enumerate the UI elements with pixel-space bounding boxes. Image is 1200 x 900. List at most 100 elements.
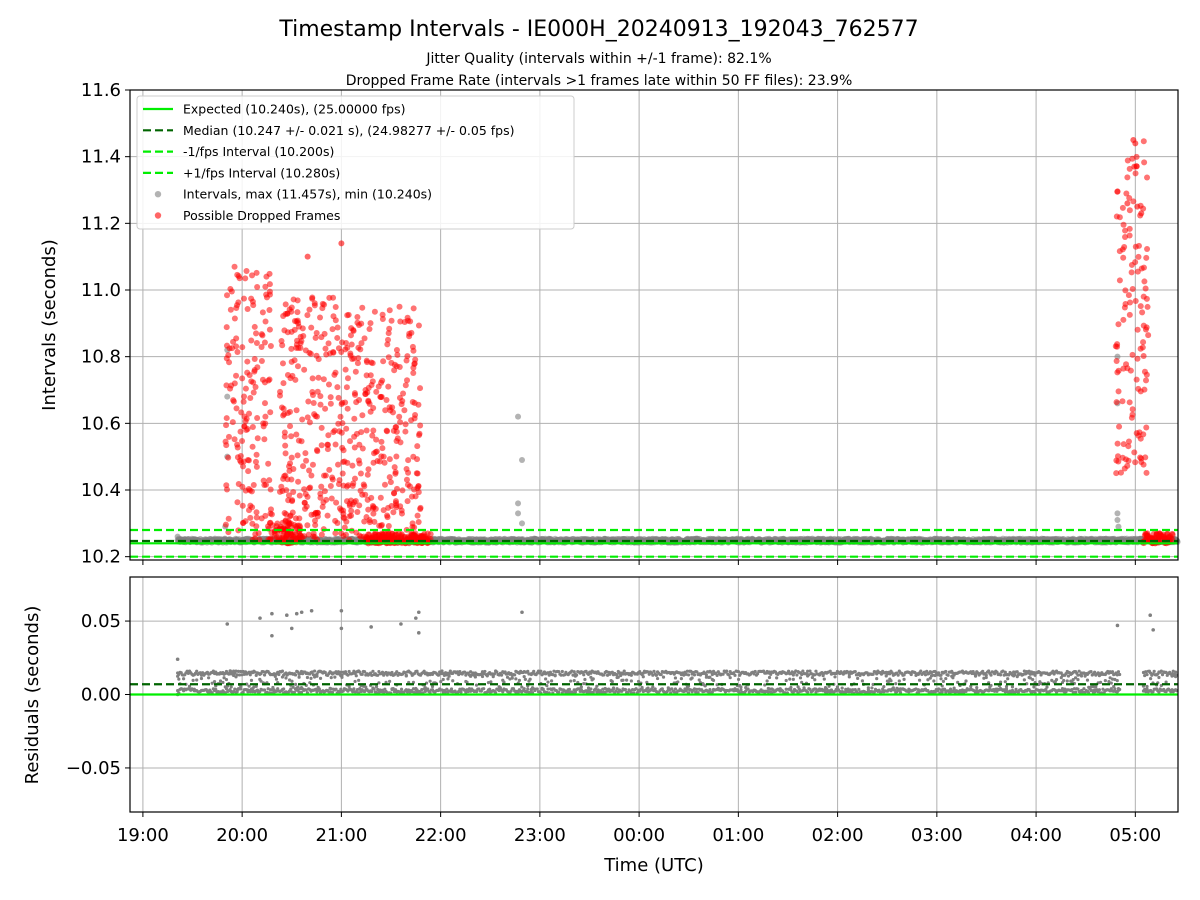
dropped-frame-point [299, 416, 306, 423]
dropped-frame-point [421, 531, 428, 538]
dropped-frame-point [338, 429, 345, 436]
dropped-frame-point [1138, 210, 1145, 217]
dropped-frame-point [303, 457, 310, 464]
dropped-frame-point [350, 326, 357, 333]
dropped-frame-point [293, 431, 300, 438]
dropped-frame-point [301, 499, 308, 506]
dropped-frame-point [340, 533, 347, 540]
dropped-frame-point [249, 520, 256, 527]
dropped-frame-point [225, 454, 232, 461]
dropped-frame-point [322, 472, 329, 479]
residual-point [560, 669, 564, 674]
intervals-y-tick-label: 11.0 [81, 280, 121, 301]
dropped-frame-point [1156, 530, 1163, 537]
dropped-frame-point [267, 486, 274, 493]
dropped-frame-point [364, 471, 371, 478]
residual-point [439, 679, 443, 684]
dropped-frame-point [223, 382, 230, 389]
dropped-frame-point [325, 432, 332, 439]
residual-point [229, 685, 233, 689]
dropped-frame-point [225, 515, 232, 522]
dropped-frame-point [401, 407, 408, 414]
intervals-y-tick-label: 11.2 [81, 213, 121, 234]
dropped-frame-point [354, 360, 361, 367]
dropped-frame-point [300, 463, 307, 470]
dropped-frame-point [229, 419, 236, 426]
dropped-frame-point [266, 281, 273, 288]
dropped-frame-point [241, 423, 248, 430]
dropped-frame-point [290, 296, 297, 303]
legend-dot-swatch [154, 212, 162, 219]
residual-point [447, 674, 451, 678]
dropped-frame-point [366, 326, 373, 333]
residual-point [312, 669, 317, 673]
dropped-frame-point [1119, 204, 1126, 211]
residual-point [315, 674, 319, 678]
dropped-frame-point [1137, 303, 1144, 310]
dropped-frame-point [283, 487, 290, 494]
dropped-frame-point [251, 366, 258, 373]
residual-point [441, 677, 445, 682]
residual-point [679, 677, 683, 681]
dropped-frame-point [269, 522, 276, 529]
residual-point [388, 679, 392, 683]
dropped-frame-point [1141, 368, 1148, 375]
residual-point [371, 669, 375, 673]
dropped-frame-point [404, 377, 411, 384]
dropped-frame-point [1126, 399, 1133, 406]
dropped-frame-point [280, 475, 287, 482]
dropped-frame-point [406, 330, 413, 337]
dropped-frame-point [266, 307, 273, 314]
dropped-frame-point [347, 350, 354, 357]
dropped-frame-point [263, 273, 270, 280]
dropped-frame-point [277, 388, 284, 395]
dropped-frame-point [1143, 324, 1150, 331]
legend-entry-label: -1/fps Interval (10.200s) [183, 144, 334, 159]
dropped-frame-point [286, 467, 293, 474]
dropped-frame-point [1113, 358, 1120, 365]
dropped-frame-point [1141, 278, 1148, 285]
dropped-frame-point [259, 332, 266, 339]
residual-point [514, 677, 518, 681]
residual-point [611, 686, 616, 690]
dropped-frame-point [338, 240, 345, 247]
dropped-frame-point [361, 483, 368, 490]
residual-point [553, 674, 557, 678]
residual-point [629, 679, 633, 683]
dropped-frame-point [379, 445, 386, 452]
dropped-frame-point [388, 503, 395, 510]
dropped-frame-point [284, 531, 291, 538]
dropped-frame-point [356, 322, 363, 329]
dropped-frame-point [323, 496, 330, 503]
residual-point [499, 673, 504, 677]
residual-point [641, 675, 645, 679]
dropped-frame-point [308, 472, 315, 479]
chart-subtitle-dropped: Dropped Frame Rate (intervals >1 frames … [346, 73, 853, 89]
dropped-frame-point [335, 394, 342, 401]
dropped-frame-point [351, 475, 358, 482]
intervals-data [130, 137, 1181, 558]
residual-point [207, 676, 211, 680]
residual-point [489, 680, 493, 684]
dropped-frame-point [1120, 441, 1127, 448]
dropped-frame-point [393, 453, 400, 460]
legend-entry-label: Median (10.247 +/- 0.021 s), (24.98277 +… [183, 123, 514, 138]
dropped-frame-point [373, 388, 380, 395]
dropped-frame-point [243, 268, 250, 275]
dropped-frame-point [252, 458, 259, 465]
dropped-frame-point [416, 430, 423, 437]
dropped-frame-point [380, 358, 387, 365]
dropped-frame-point [227, 306, 234, 313]
dropped-frame-point [249, 443, 256, 450]
dropped-frame-point [368, 494, 375, 501]
dropped-frame-point [355, 457, 362, 464]
dropped-frame-point [1131, 163, 1138, 170]
residual-point [473, 675, 477, 679]
dropped-frame-point [373, 448, 380, 455]
dropped-frame-point [261, 400, 268, 407]
dropped-frame-point [340, 510, 347, 517]
dropped-frame-point [318, 334, 325, 341]
dropped-frame-point [363, 372, 370, 379]
dropped-frame-point [240, 519, 247, 526]
